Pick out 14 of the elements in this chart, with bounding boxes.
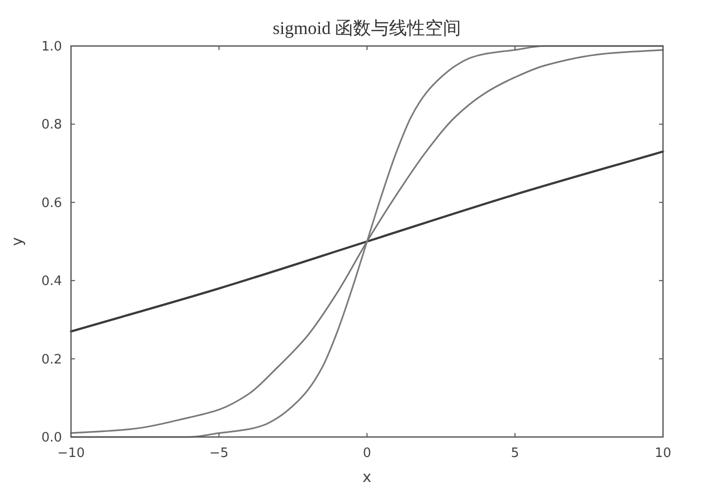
x-tick-label: −5 [209, 446, 229, 461]
y-tick-label: 0.0 [41, 430, 62, 446]
y-tick-label: 0.6 [41, 196, 62, 211]
x-tick-label: 0 [362, 446, 372, 461]
chart-title: sigmoid 函数与线性空间 [272, 18, 462, 38]
y-axis-title: y [8, 236, 26, 246]
x-tick-label: −10 [57, 446, 85, 461]
x-tick-label: 5 [510, 446, 520, 461]
y-tick-label: 0.2 [41, 352, 62, 368]
y-tick-label: 0.8 [41, 118, 62, 133]
x-axis-title: x [362, 468, 372, 486]
x-tick-label: 10 [654, 446, 672, 461]
y-tick-label: 1.0 [41, 40, 62, 54]
y-tick-label: 0.4 [41, 274, 62, 290]
